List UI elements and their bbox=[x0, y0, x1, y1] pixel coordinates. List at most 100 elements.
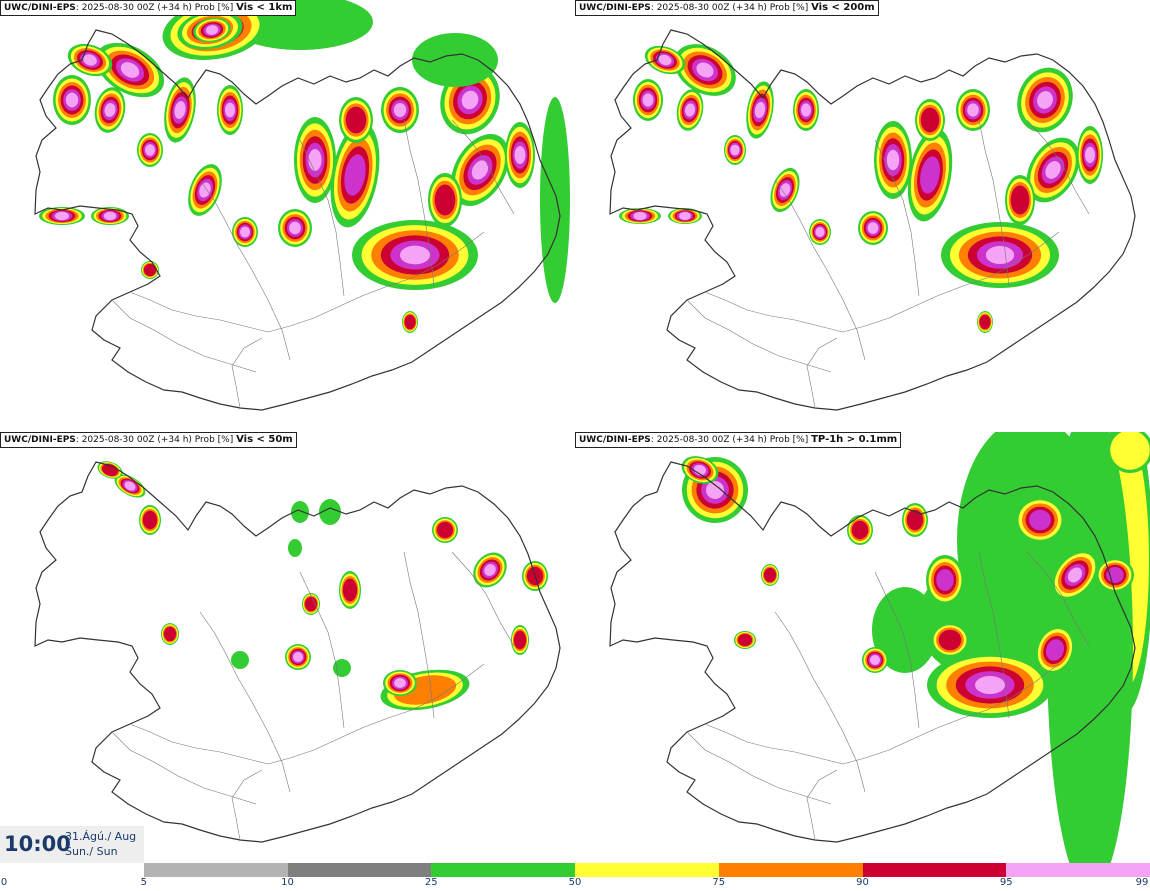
colorbar-segment bbox=[143, 863, 288, 877]
road-line bbox=[299, 571, 345, 729]
probability-area bbox=[513, 630, 527, 650]
road-line bbox=[874, 139, 920, 297]
probability-area bbox=[163, 626, 177, 642]
probability-area bbox=[1106, 566, 1124, 584]
probability-area bbox=[1085, 146, 1095, 164]
map-panel-vis-200m: UWC/DINI-EPS: 2025-08-30 00Z (+34 h) Pro… bbox=[575, 0, 1150, 432]
road-line bbox=[129, 231, 485, 333]
probability-area bbox=[404, 314, 416, 330]
road-line bbox=[231, 769, 263, 841]
probability-area bbox=[1110, 432, 1150, 470]
probability-area bbox=[174, 101, 186, 119]
probability-area bbox=[1010, 185, 1030, 215]
road-line bbox=[686, 731, 832, 805]
colorbar-tick-label: 25 bbox=[424, 877, 438, 888]
probability-area bbox=[684, 103, 696, 117]
road-line bbox=[978, 119, 1010, 287]
probability-area bbox=[394, 678, 406, 688]
probability-area bbox=[333, 659, 351, 677]
probability-area bbox=[985, 246, 1015, 264]
probability-area bbox=[936, 569, 954, 591]
probability-area bbox=[975, 676, 1005, 694]
colorbar-tick-label: 95 bbox=[999, 877, 1013, 888]
probability-area bbox=[304, 596, 318, 612]
coastline bbox=[609, 29, 1136, 411]
probability-area bbox=[696, 62, 714, 78]
probability-area bbox=[65, 92, 79, 108]
probability-area bbox=[801, 103, 811, 117]
probability-area bbox=[288, 539, 302, 557]
valid-date: 31.Ágú./ Aug bbox=[65, 830, 137, 843]
valid-weekday: Sun./ Sun bbox=[65, 845, 118, 858]
road-line bbox=[874, 571, 920, 729]
probability-area bbox=[436, 521, 454, 539]
probability-area bbox=[342, 578, 358, 602]
road-line bbox=[1026, 551, 1090, 647]
road-line bbox=[686, 299, 832, 373]
panel-title: UWC/DINI-EPS: 2025-08-30 00Z (+34 h) Pro… bbox=[0, 432, 297, 448]
road-line bbox=[774, 179, 866, 361]
probability-area bbox=[867, 222, 879, 234]
probability-area bbox=[1037, 91, 1053, 109]
probability-area bbox=[205, 25, 219, 35]
probability-area bbox=[779, 183, 791, 197]
probability-area bbox=[319, 499, 341, 525]
road-line bbox=[299, 139, 345, 297]
colorbar-tick-label: 50 bbox=[568, 877, 582, 888]
probability-area bbox=[103, 211, 117, 221]
map-panel-vis-1km: UWC/DINI-EPS: 2025-08-30 00Z (+34 h) Pro… bbox=[0, 0, 575, 432]
probability-area bbox=[225, 102, 235, 118]
road-line bbox=[978, 551, 1010, 719]
road-line bbox=[704, 231, 1060, 333]
probability-area bbox=[514, 146, 526, 164]
probability-area bbox=[120, 62, 140, 78]
colorbar-tick-label: 0 bbox=[0, 877, 8, 888]
probability-area bbox=[1067, 567, 1083, 583]
probability-area bbox=[142, 510, 158, 530]
valid-hour: 10:00 bbox=[4, 832, 71, 856]
probability-area bbox=[730, 144, 740, 156]
colorbar-segment bbox=[862, 863, 1007, 877]
probability-area bbox=[293, 652, 303, 662]
colorbar-segment bbox=[287, 863, 432, 877]
probability-area bbox=[870, 655, 880, 665]
probability-area bbox=[484, 564, 496, 576]
probability-area bbox=[344, 154, 366, 196]
probability-area bbox=[461, 90, 479, 110]
probability-area bbox=[967, 103, 979, 117]
probability-area bbox=[289, 221, 301, 235]
probability-area bbox=[658, 54, 672, 66]
probability-area bbox=[145, 144, 155, 156]
probability-area bbox=[83, 54, 97, 66]
probability-area bbox=[706, 481, 724, 499]
road-line bbox=[199, 611, 291, 793]
colorbar-tick-label: 5 bbox=[140, 877, 147, 888]
probability-area bbox=[412, 33, 498, 87]
probability-area bbox=[55, 211, 69, 221]
road-line bbox=[451, 551, 515, 647]
probability-area bbox=[124, 481, 136, 491]
colorbar-segment bbox=[1006, 863, 1150, 877]
probability-area bbox=[540, 97, 570, 303]
map-panel-precip: UWC/DINI-EPS: 2025-08-30 00Z (+34 h) Pro… bbox=[575, 432, 1150, 864]
colorbar-segment bbox=[0, 863, 144, 877]
colorbar-segment bbox=[575, 863, 719, 877]
probability-area bbox=[633, 212, 647, 220]
coastline bbox=[34, 29, 561, 411]
probability-area bbox=[199, 182, 211, 198]
probability-area bbox=[434, 184, 456, 216]
probability-area bbox=[104, 103, 116, 117]
panel-title: UWC/DINI-EPS: 2025-08-30 00Z (+34 h) Pro… bbox=[575, 0, 879, 16]
road-line bbox=[806, 337, 838, 409]
coastline bbox=[609, 461, 1136, 843]
panel-title: UWC/DINI-EPS: 2025-08-30 00Z (+34 h) Pro… bbox=[575, 432, 902, 448]
probability-area bbox=[642, 93, 654, 107]
probability-area bbox=[345, 106, 367, 134]
probability-area bbox=[291, 501, 309, 523]
colorbar-segment bbox=[718, 863, 863, 877]
probability-area bbox=[754, 101, 766, 119]
road-line bbox=[403, 119, 435, 287]
probability-map bbox=[609, 432, 1150, 864]
road-line bbox=[403, 551, 435, 719]
probability-area bbox=[920, 156, 940, 194]
